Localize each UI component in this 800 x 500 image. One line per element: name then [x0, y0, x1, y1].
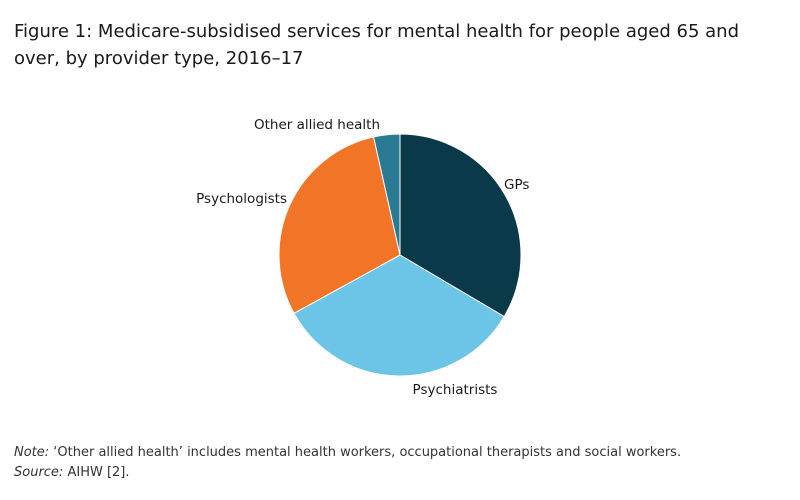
pie-slice-other-allied-health[interactable] — [373, 133, 401, 256]
chart-title: Figure 1: Medicare-subsidised services f… — [14, 21, 740, 69]
pie-slice-psychiatrists[interactable] — [293, 254, 505, 377]
source-text: AIHW [2]. — [63, 465, 130, 480]
slice-label-psychiatrists: Psychiatrists — [413, 382, 498, 398]
note-text: ‘Other allied health’ includes mental he… — [49, 445, 682, 460]
pie-slices — [278, 133, 522, 377]
pie-slice-psychologists[interactable] — [278, 136, 401, 314]
pie-labels: GPs Psychiatrists Psychologists Other allie… — [196, 117, 529, 398]
slice-label-gps: GPs — [504, 177, 529, 193]
chart-notes: Note: ‘Other allied health’ includes men… — [14, 443, 681, 483]
source-prefix: Source: — [14, 465, 64, 480]
pie-slice-gps[interactable] — [399, 133, 522, 318]
source-line: Source: AIHW [2]. — [14, 463, 681, 483]
note-line: Note: ‘Other allied health’ includes men… — [14, 443, 681, 463]
slice-label-other-allied-health: Other allied health — [254, 117, 380, 133]
note-prefix: Note: — [14, 445, 50, 460]
slice-label-psychologists: Psychologists — [196, 191, 287, 207]
